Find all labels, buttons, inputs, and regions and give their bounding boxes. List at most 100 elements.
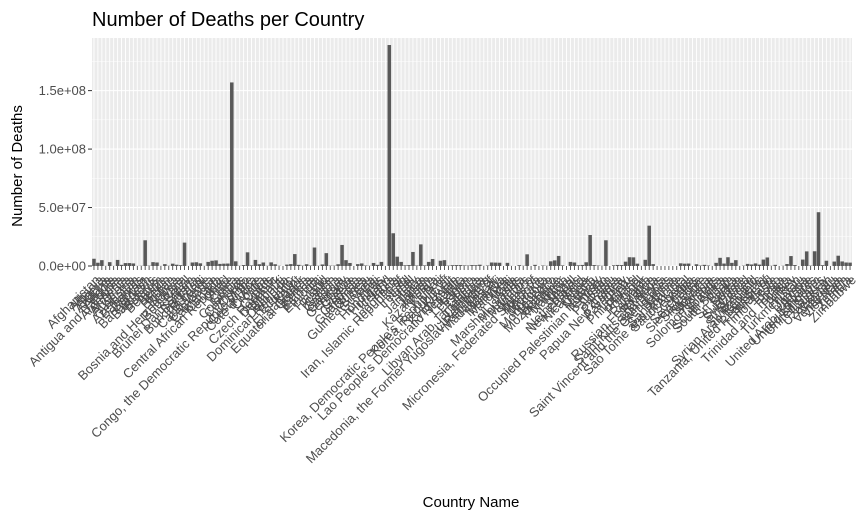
bar xyxy=(631,257,636,266)
y-tick-label: 1.0e+08 xyxy=(39,142,86,157)
bar xyxy=(379,261,384,266)
bar xyxy=(312,247,317,266)
bar xyxy=(686,263,691,266)
bar xyxy=(651,264,655,266)
bar xyxy=(560,265,565,266)
bar xyxy=(198,263,203,266)
bar xyxy=(336,264,340,266)
bar xyxy=(285,264,289,266)
bar xyxy=(816,212,821,266)
bar xyxy=(194,262,199,266)
bar xyxy=(230,82,234,266)
bar xyxy=(785,264,789,266)
bar xyxy=(773,264,777,266)
bar xyxy=(442,260,447,266)
bar xyxy=(261,262,266,266)
bar xyxy=(702,264,707,266)
bar xyxy=(344,260,348,266)
bar xyxy=(419,244,423,266)
bar xyxy=(619,265,624,266)
bar xyxy=(572,262,577,266)
bar xyxy=(470,265,474,266)
bar xyxy=(525,254,529,266)
bar xyxy=(576,265,581,266)
y-axis: 0.0e+00 5.0e+07 1.0e+08 1.5e+08 xyxy=(39,83,92,274)
bar xyxy=(722,263,726,266)
bar xyxy=(206,261,210,266)
bar xyxy=(190,262,195,266)
bar xyxy=(718,257,722,266)
bar xyxy=(123,263,128,266)
bar xyxy=(623,261,628,266)
bar xyxy=(635,263,640,266)
bar xyxy=(804,251,809,266)
bar xyxy=(749,264,754,266)
bar xyxy=(119,264,124,266)
bar xyxy=(726,257,730,266)
bars xyxy=(92,45,852,267)
chart-title: Number of Deaths per Country xyxy=(92,9,364,31)
bar xyxy=(100,260,104,266)
bar xyxy=(844,262,848,266)
bar xyxy=(643,259,648,266)
bar xyxy=(151,262,155,266)
bar xyxy=(131,263,136,266)
bar xyxy=(801,259,805,266)
bar xyxy=(793,265,797,266)
bar xyxy=(143,240,147,266)
bar xyxy=(115,259,120,266)
bar xyxy=(340,244,344,266)
bar xyxy=(127,263,132,266)
y-tick-label: 0.0e+00 xyxy=(39,259,86,274)
bar xyxy=(296,264,301,266)
bar xyxy=(812,251,817,266)
bar xyxy=(430,258,435,266)
bar xyxy=(210,260,214,266)
bar xyxy=(478,264,482,266)
bar xyxy=(155,262,159,266)
bar xyxy=(249,265,254,266)
bar xyxy=(96,262,100,266)
bar xyxy=(371,262,376,266)
bar xyxy=(375,264,380,266)
bar xyxy=(324,253,329,266)
bar xyxy=(178,265,183,266)
bar xyxy=(182,242,187,266)
bar xyxy=(489,262,494,266)
bar xyxy=(92,258,96,266)
bar xyxy=(245,252,250,266)
bar xyxy=(832,261,837,266)
bar xyxy=(505,262,510,266)
bar xyxy=(824,260,829,266)
bar xyxy=(218,263,222,266)
bar xyxy=(745,263,750,266)
x-axis-title: Country Name xyxy=(423,494,520,511)
bar xyxy=(293,254,297,266)
bar xyxy=(359,263,364,266)
bar xyxy=(615,264,620,266)
bar xyxy=(497,262,502,266)
bar xyxy=(533,264,537,266)
bar xyxy=(836,255,840,266)
y-axis-title: Number of Deaths xyxy=(9,105,26,227)
bar xyxy=(304,264,309,266)
bar xyxy=(604,240,608,266)
bar xyxy=(840,261,844,266)
bar xyxy=(289,264,293,266)
bar xyxy=(348,262,352,266)
bar xyxy=(789,256,793,266)
bar xyxy=(753,263,758,266)
bar xyxy=(734,260,738,266)
bar xyxy=(552,260,557,266)
bar xyxy=(647,225,651,266)
bar xyxy=(253,259,258,266)
bar xyxy=(222,263,226,266)
bar xyxy=(584,262,588,266)
bar xyxy=(548,261,553,266)
bar xyxy=(395,256,399,266)
bar xyxy=(320,264,325,266)
bar xyxy=(174,264,179,266)
bar xyxy=(761,259,766,266)
bar xyxy=(411,251,415,266)
